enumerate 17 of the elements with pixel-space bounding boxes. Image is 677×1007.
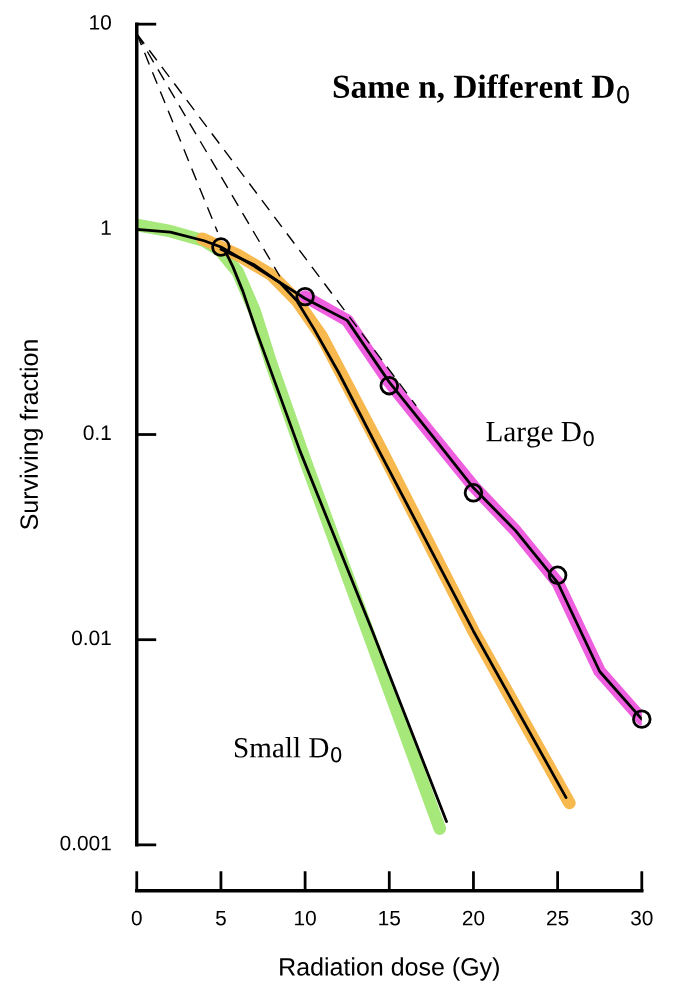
y-tick-label: 0.001 — [60, 835, 111, 851]
y-tick-label: 0.01 — [72, 630, 111, 646]
x-tick-label: 25 — [547, 910, 569, 926]
y-tick-label: 0.1 — [83, 425, 111, 441]
annotation: Large D$_{0}$ — [486, 422, 594, 448]
x-tick-label: 30 — [631, 910, 653, 926]
x-tick-label: 0 — [131, 910, 142, 926]
x-axis-title: Radiation dose (Gy) — [280, 957, 499, 981]
y-axis-title: Surviving fraction — [19, 340, 43, 530]
y-tick-label: 10 — [90, 15, 111, 30]
x-tick-label: 15 — [379, 910, 400, 926]
annotation: Small D$_{0}$ — [234, 737, 342, 763]
x-tick-label: 10 — [295, 910, 316, 926]
y-tick-label: 1 — [101, 220, 111, 235]
x-tick-label: 5 — [215, 910, 226, 926]
x-tick-label: 20 — [462, 910, 485, 926]
text: Same n, Different D$_{0}$ — [333, 74, 629, 104]
